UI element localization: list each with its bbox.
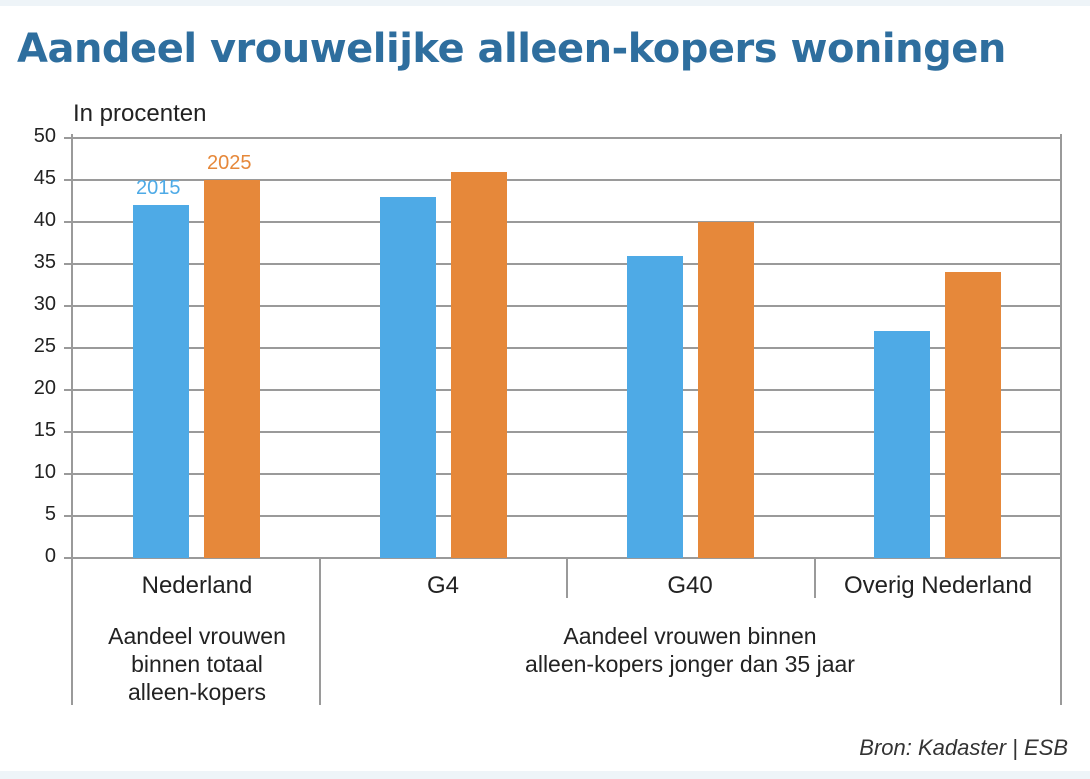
gridline	[64, 347, 1061, 349]
y-axis-line	[71, 134, 73, 705]
category-separator	[814, 558, 816, 598]
right-border	[1060, 134, 1062, 705]
chart-title: Aandeel vrouwelijke alleen-kopers woning…	[17, 26, 1006, 72]
category-label: Nederland	[141, 572, 253, 599]
gridline	[64, 557, 1061, 559]
bar-2015	[874, 331, 930, 558]
y-tick-label: 30	[33, 293, 56, 315]
category-separator	[566, 558, 568, 598]
legend-label-2025: 2025	[207, 152, 252, 174]
bar-2015	[627, 255, 683, 558]
y-tick-label: 50	[33, 125, 56, 147]
bar-2025	[698, 222, 754, 558]
category-label: Overig Nederland	[843, 572, 1033, 599]
y-tick-label: 45	[33, 167, 56, 189]
note-line: Aandeel vrouwen binnen	[563, 623, 817, 649]
bar-2025	[204, 180, 260, 558]
y-tick-label: 0	[44, 545, 56, 567]
bar-2015	[380, 196, 436, 558]
gridline	[64, 515, 1061, 517]
y-axis-unit-label: In procenten	[73, 100, 207, 127]
y-tick-label: 10	[33, 461, 56, 483]
bottom-strip	[0, 771, 1090, 779]
gridline	[64, 221, 1061, 223]
top-strip	[0, 0, 1090, 6]
gridline	[64, 179, 1061, 181]
category-label: G4	[426, 572, 459, 599]
note-line: Aandeel vrouwen	[108, 623, 286, 649]
note-line: alleen-kopers	[127, 679, 267, 705]
source-credit: Bron: Kadaster | ESB	[859, 735, 1068, 760]
gridline	[64, 305, 1061, 307]
gridline	[64, 137, 1061, 139]
gridline	[64, 263, 1061, 265]
y-tick-label: 5	[44, 503, 56, 525]
group-separator	[319, 558, 321, 705]
category-label: G40	[667, 572, 713, 599]
group-note-total: Aandeel vrouwen binnen totaal alleen-koper…	[77, 622, 317, 706]
y-tick-label: 35	[33, 251, 56, 273]
group-note-young: Aandeel vrouwen binnen alleen-kopers jong…	[440, 622, 940, 678]
y-tick-label: 25	[33, 335, 56, 357]
legend-label-2015: 2015	[136, 177, 181, 200]
y-tick-label: 40	[33, 209, 56, 231]
gridline	[64, 473, 1061, 475]
note-line: alleen-kopers jonger dan 35 jaar	[525, 651, 855, 677]
bar-2025	[451, 171, 507, 558]
bar-2015	[133, 205, 189, 558]
gridline	[64, 389, 1061, 391]
gridline	[64, 431, 1061, 433]
bar-2025	[945, 272, 1001, 558]
y-tick-label: 20	[33, 377, 56, 399]
note-line: binnen totaal	[131, 651, 263, 677]
y-tick-label: 15	[33, 419, 56, 441]
